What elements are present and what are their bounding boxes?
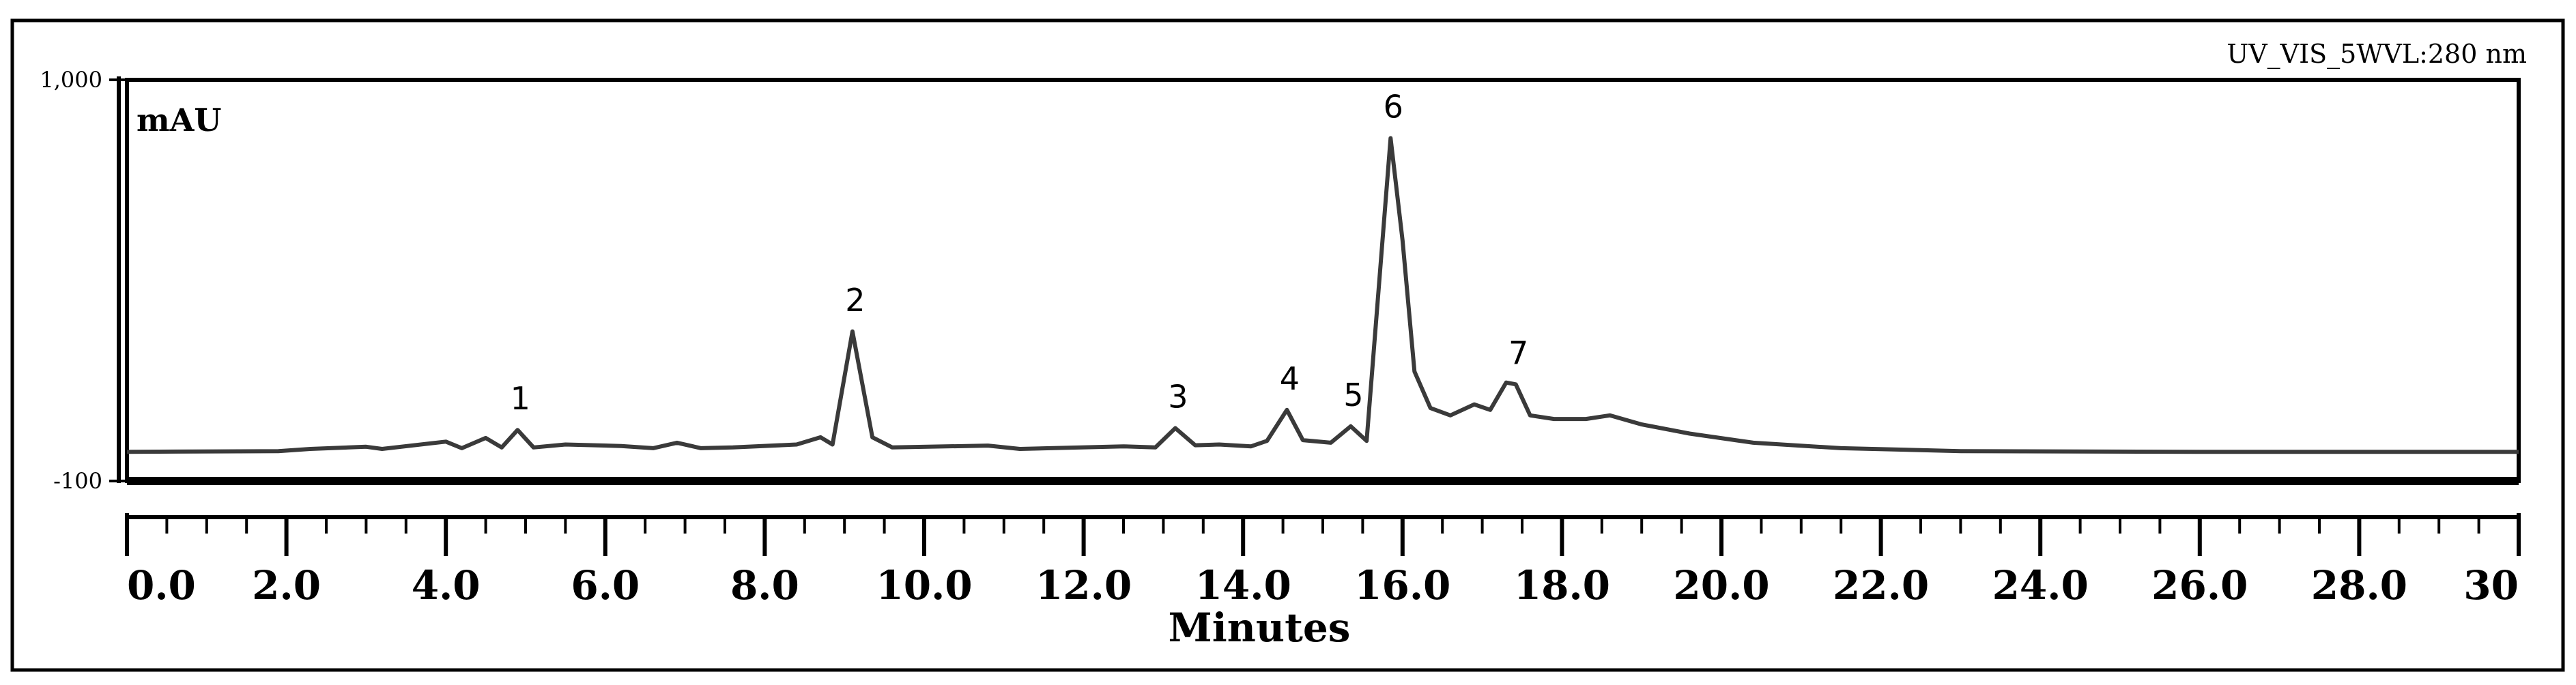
y-axis-unit: mAU [137,102,221,139]
peak-label-5: 5 [1343,377,1363,413]
peak-label-6: 6 [1384,89,1403,126]
x-tick-label: 24.0 [1992,562,2089,609]
x-tick-label: 0.0 [127,562,196,609]
peak-label-7: 7 [1508,334,1528,371]
x-tick-label: 10.0 [876,562,972,609]
x-tick-label: 14.0 [1195,562,1291,609]
x-tick-label: 28.0 [2311,562,2407,609]
x-axis-ticks [125,517,2521,556]
peak-label-1: 1 [511,380,530,417]
x-tick-label: 20.0 [1673,562,1769,609]
series-trace [126,136,2519,454]
x-tick-label: 4.0 [412,562,481,609]
x-axis-tick-labels: 0.0 2.0 4.0 6.0 8.0 10.0 12.0 14.0 16.0 18.0 20.0 2… [127,562,2519,609]
x-tick-label: 8.0 [730,562,799,609]
peak-labels: 1 2 3 4 5 6 7 [511,89,1529,418]
x-tick-label: 6.0 [571,562,640,609]
peak-label-3: 3 [1168,378,1188,415]
y-tick-label-bottom: -100 [53,468,102,494]
plot-frame [125,78,2521,483]
outer-frame [10,18,2565,672]
y-tick-label-top: 1,000 [40,67,102,93]
channel-label: UV_VIS_5WVL:280 nm [2227,39,2527,70]
x-tick-label: 2.0 [252,562,321,609]
x-tick-label: 12.0 [1035,562,1132,609]
x-tick-label: 18.0 [1514,562,1610,609]
x-tick-label: 26.0 [2151,562,2248,609]
x-axis-title: Minutes [1169,604,1351,651]
x-tick-label: 16.0 [1354,562,1450,609]
x-tick-label: 22.0 [1833,562,1929,609]
x-tick-label: 30 [2463,562,2519,609]
peak-label-2: 2 [845,282,865,319]
peak-label-4: 4 [1280,360,1300,397]
